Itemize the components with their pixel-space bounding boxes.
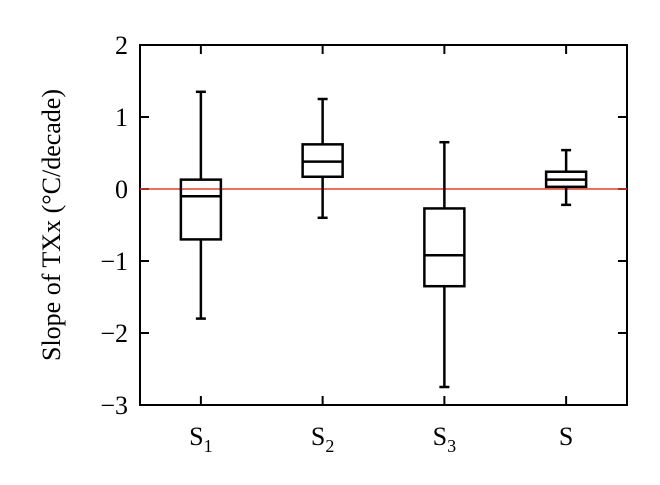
y-tick-label: 2 [115, 31, 128, 60]
plot-frame [139, 44, 628, 406]
box-3 [423, 140, 466, 389]
box-4 [544, 148, 588, 207]
y-axis-ticks: 2 1 0 −1 −2 −3 [100, 31, 627, 420]
box-1 [179, 90, 223, 320]
y-tick-label: −3 [100, 391, 128, 420]
x-tick-label: S [559, 422, 573, 451]
x-tick-label: S3 [433, 422, 456, 456]
y-tick-label: 1 [115, 103, 128, 132]
x-tick-label: S2 [311, 422, 334, 456]
iqr-box [423, 207, 466, 288]
iqr-box [179, 178, 223, 241]
x-axis-ticks: S1 S2 S3 S [189, 45, 573, 456]
y-tick-label: −2 [100, 319, 128, 348]
y-axis-label: Slope of TXx (°C/decade) [37, 89, 66, 361]
y-tick-label: 0 [115, 175, 128, 204]
y-tick-label: −1 [100, 247, 128, 276]
box-series [179, 90, 588, 389]
x-tick-label: S1 [189, 422, 212, 456]
box-2 [301, 97, 344, 220]
